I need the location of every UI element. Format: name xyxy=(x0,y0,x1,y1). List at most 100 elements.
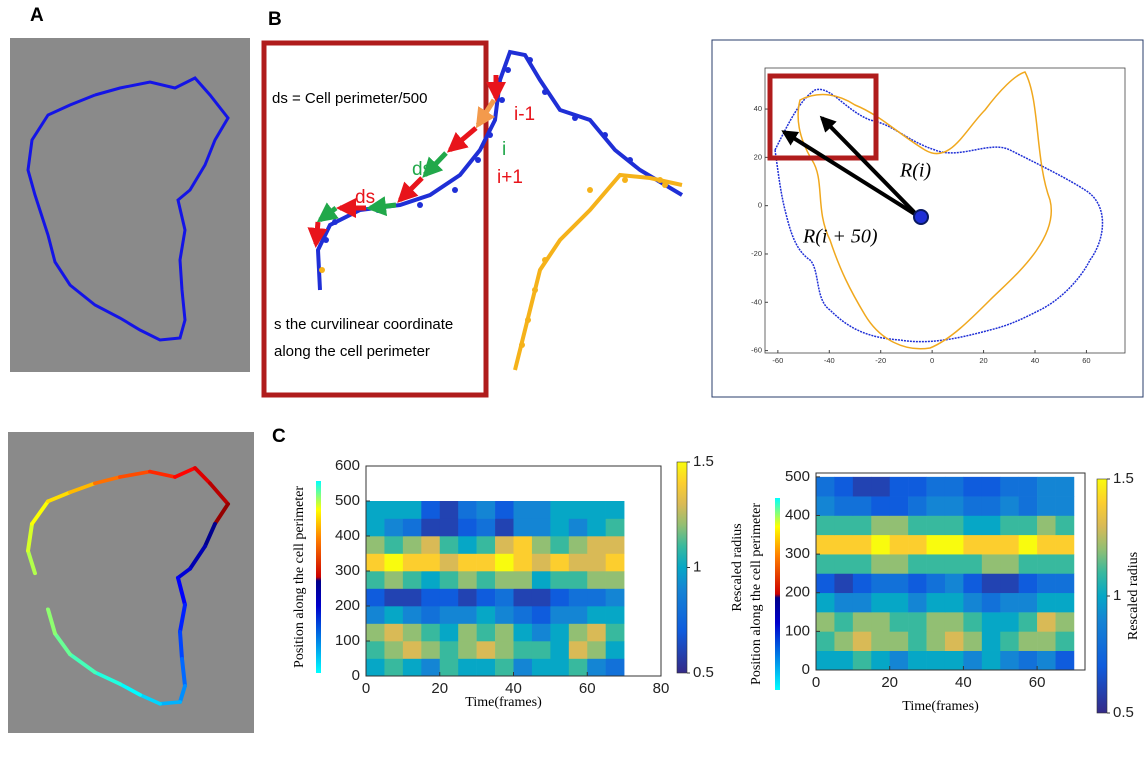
heatmap-cell xyxy=(926,592,946,613)
heatmap-cell xyxy=(495,623,514,642)
heatmap-cell xyxy=(495,606,514,624)
outline-segment xyxy=(26,521,34,553)
y-tick-label: 0 xyxy=(758,201,762,210)
heatmap-cell xyxy=(889,650,909,671)
heatmap-cell xyxy=(587,536,606,554)
dot xyxy=(487,132,493,138)
colorbar-tick-label: 1 xyxy=(693,558,701,575)
heatmap-cell xyxy=(871,631,890,651)
heatmap-cell xyxy=(421,658,441,677)
heatmap-cell xyxy=(605,553,625,572)
colorbar-label: Rescaled radius xyxy=(1126,552,1141,640)
outline-segment xyxy=(208,481,230,506)
heatmap-cell xyxy=(908,650,927,671)
y-tick-label: 300 xyxy=(785,545,810,562)
dot xyxy=(572,115,578,121)
heatmap-cell xyxy=(476,536,496,554)
outline-segment xyxy=(93,475,122,486)
heatmap-cell xyxy=(1037,612,1056,632)
arrow xyxy=(475,98,497,129)
heatmap-cell xyxy=(1037,631,1056,651)
heatmap-cell xyxy=(439,553,459,572)
heatmap-cell xyxy=(605,501,625,519)
heatmap-cell xyxy=(1018,612,1038,632)
heatmap-cell xyxy=(605,641,625,659)
heatmap-cell xyxy=(944,573,964,594)
outline-segment xyxy=(173,466,197,479)
heatmap-cell xyxy=(513,623,533,642)
heatmap-cell xyxy=(926,534,946,555)
y-tick-label: -40 xyxy=(751,297,762,306)
outline-segment xyxy=(178,602,187,634)
heatmap-cell xyxy=(834,631,854,651)
dot xyxy=(662,182,668,188)
heatmap-cell xyxy=(1037,476,1056,497)
x-tick-label: -20 xyxy=(875,356,886,365)
heatmap-cell xyxy=(852,612,872,632)
outline-segment xyxy=(46,607,57,636)
heatmap-cell xyxy=(908,612,927,632)
position-colorbar xyxy=(316,481,321,673)
dot xyxy=(542,257,548,263)
heatmap-cell xyxy=(513,536,533,554)
y-tick-label: 200 xyxy=(335,597,360,614)
cell-image xyxy=(10,38,250,372)
cell-outline-colored xyxy=(26,466,230,706)
heatmap-cell xyxy=(889,612,909,632)
heatmap-cell xyxy=(834,573,854,594)
heatmap-cell xyxy=(495,553,514,572)
heatmap-cell xyxy=(1000,476,1019,497)
heatmap-cell xyxy=(439,536,459,554)
heatmap-cell xyxy=(587,658,606,677)
heatmap-cell xyxy=(513,553,533,572)
heatmap-cell xyxy=(458,658,477,677)
heatmap-cell xyxy=(439,606,459,624)
dot xyxy=(332,219,338,225)
heatmap-cell xyxy=(421,588,441,607)
heatmap-cell xyxy=(587,606,606,624)
heatmap-cell xyxy=(944,515,964,536)
heatmap-panel: 0 20 40 60 80 0 100 200 300 400 500 600 Time(frames)… xyxy=(292,453,745,710)
heatmap-cell xyxy=(439,571,459,589)
heatmap-cell xyxy=(1000,612,1019,632)
y-tick-label: 100 xyxy=(335,632,360,649)
x-axis-label: Time(frames) xyxy=(465,695,542,710)
heatmap-cell xyxy=(889,554,909,574)
heatmap-cell xyxy=(926,476,946,497)
heatmap-cell xyxy=(384,588,404,607)
x-tick-label: 80 xyxy=(653,680,670,697)
heatmap-cell xyxy=(981,534,1001,555)
x-tick-label: 60 xyxy=(579,680,596,697)
heatmap-cell xyxy=(1018,554,1038,574)
heatmap-cell xyxy=(531,606,551,624)
heatmap-cell xyxy=(852,496,872,516)
heatmap-cell xyxy=(366,571,385,589)
x-tick-label: 60 xyxy=(1082,356,1090,365)
heatmap-cell xyxy=(402,501,422,519)
heatmap-cell xyxy=(458,588,477,607)
heatmap-cell xyxy=(366,518,385,537)
heatmap-cell xyxy=(587,623,606,642)
heatmap-cell xyxy=(816,554,835,574)
heatmap-cell xyxy=(1037,515,1056,536)
heatmap-cell xyxy=(852,631,872,651)
x-tick-label: -60 xyxy=(772,356,783,365)
heatmap-panel: 0 20 40 60 0 100 200 300 400 500 Time(frames) Posit… xyxy=(749,468,1141,721)
outline-segment xyxy=(213,502,230,526)
y-tick-label: 400 xyxy=(785,506,810,523)
heatmap-cell xyxy=(550,571,570,589)
outline-segment xyxy=(188,544,207,571)
heatmap-cell xyxy=(550,501,570,519)
dot xyxy=(527,57,533,63)
heatmap-cell xyxy=(550,606,570,624)
heatmap-cell xyxy=(402,588,422,607)
dot xyxy=(417,202,423,208)
x-tick-label: 40 xyxy=(955,674,972,691)
heatmap-cell xyxy=(531,641,551,659)
arrow xyxy=(307,221,328,248)
heatmap-cell xyxy=(908,554,927,574)
heatmap-cell xyxy=(963,612,983,632)
heatmap-cell xyxy=(568,588,588,607)
ds-definition: ds = Cell perimeter/500 xyxy=(272,90,428,107)
